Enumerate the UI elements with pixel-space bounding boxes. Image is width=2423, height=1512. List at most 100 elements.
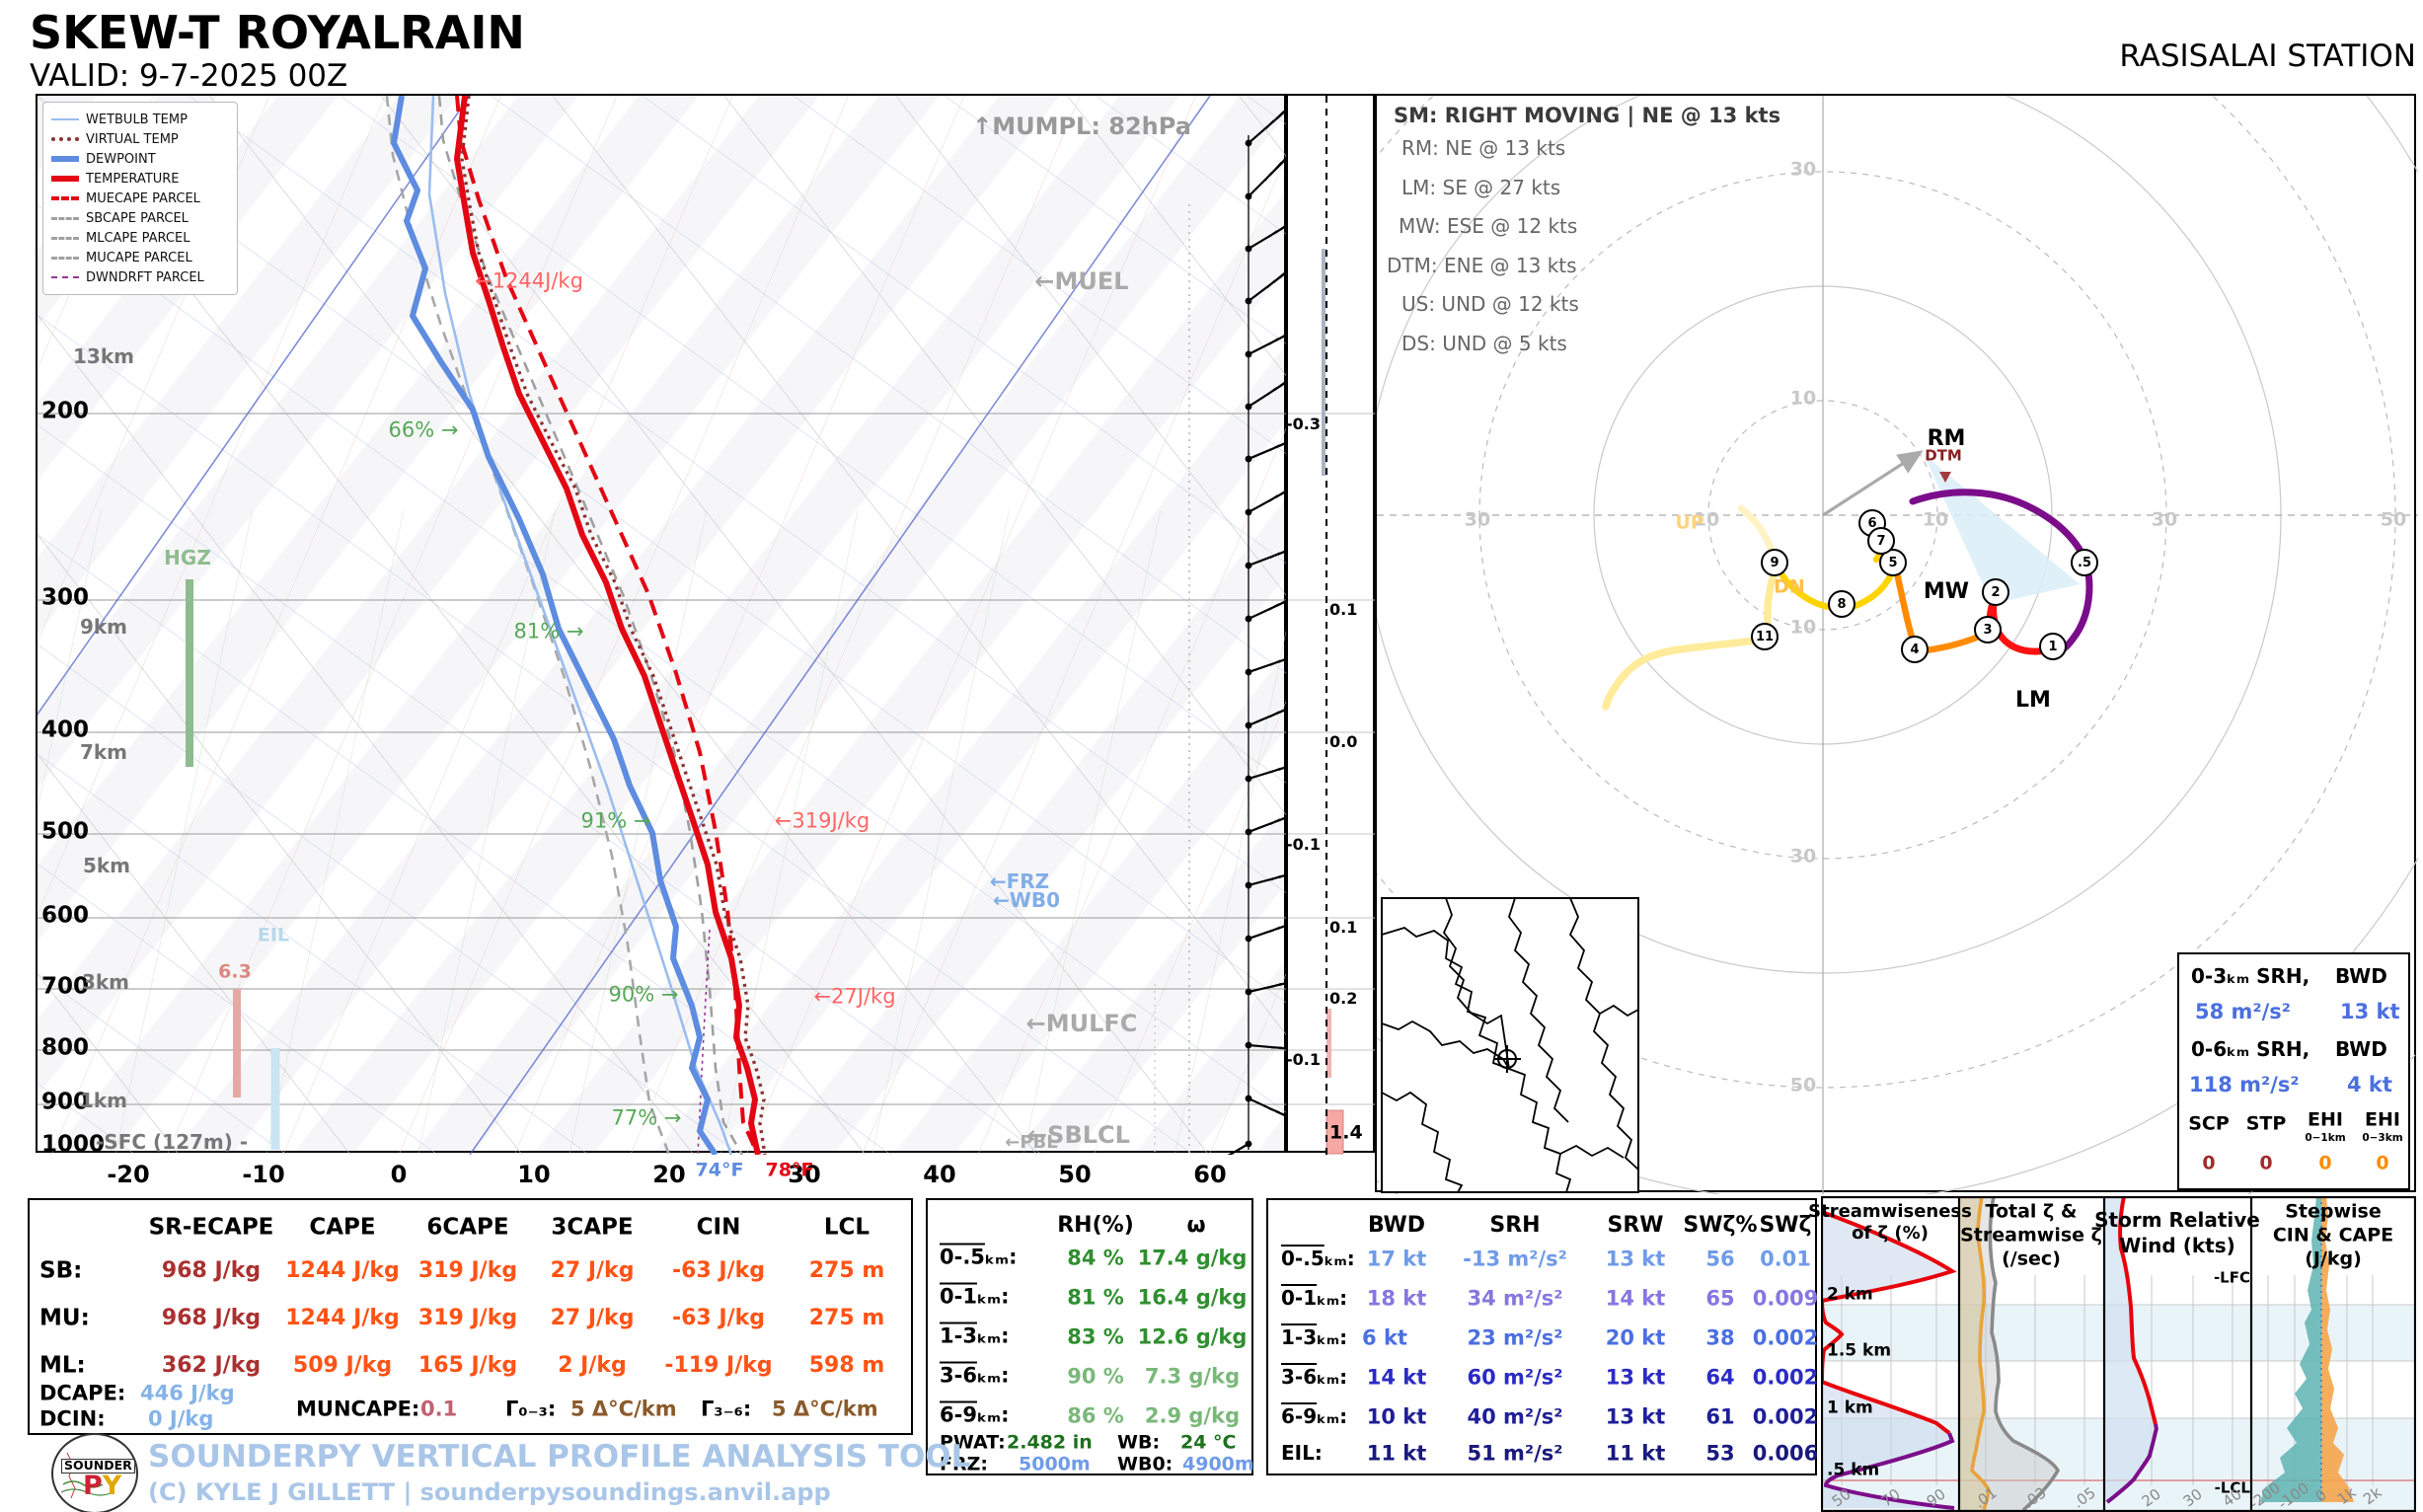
hodo-marker: 4 (1901, 636, 1929, 663)
layer-range: 6-9 (940, 1402, 977, 1427)
hgz-label: HGZ (164, 546, 211, 569)
hodo-marker-label: 9 (1770, 555, 1779, 570)
streamwiseness-fill (1822, 1212, 1954, 1508)
kin-swz: 0.002 (1752, 1325, 1819, 1350)
cape-annotation: ←319J/kg (774, 808, 871, 833)
legend-label: MUCAPE PARCEL (86, 250, 192, 265)
moist-adiabat-lines (38, 510, 1288, 1155)
footer-line2: (C) KYLE J GILLETT | sounderpysoundings.… (148, 1478, 831, 1506)
thermo-header: LCL (823, 1214, 871, 1241)
thermo-value: -119 J/kg (664, 1353, 773, 1378)
p2-title-line: Streamwise ζ (1960, 1224, 2102, 1247)
kin-srh: 60 m²/s² (1467, 1365, 1563, 1390)
cape-annotation: ←1244J/kg (475, 268, 583, 293)
moisture-row-label: 0-1ₖₘ: (940, 1284, 1010, 1309)
thermo-value: 598 m (808, 1353, 885, 1378)
w-value: 16.4 g/kg (1137, 1285, 1248, 1310)
hodo-marker-label: 8 (1837, 596, 1847, 612)
ehi3-value: 0 (2376, 1152, 2389, 1174)
temperature-swatch (51, 176, 79, 182)
streamwise-vorticity-curve (1970, 1196, 1991, 1511)
kin-srh: 51 m²/s² (1467, 1441, 1563, 1466)
moisture-row-label: 0-.5ₖₘ: (940, 1247, 1018, 1268)
thermo-value: 1244 J/kg (285, 1258, 400, 1283)
kin-bwd: 11 kt (1366, 1441, 1427, 1466)
logo-text-py: PY (83, 1473, 121, 1499)
minus20-isotherm (38, 96, 471, 717)
legend-label: TEMPERATURE (86, 171, 180, 187)
height-label: 3km (81, 970, 130, 994)
omega-value: -0.3 (1286, 415, 1321, 433)
layer-unit: ₖₘ: (976, 1284, 1010, 1309)
omega-value: -0.1 (1286, 835, 1321, 854)
dewpoint-curve (390, 96, 719, 1155)
km-label: .5 km (1827, 1460, 1880, 1480)
layer-unit: ₖₘ: (1317, 1325, 1348, 1349)
thermo-value: 27 J/kg (550, 1306, 635, 1330)
height-label: 5km (82, 854, 131, 877)
height-label: 7km (79, 740, 128, 764)
hodo-marker-label: 2 (1991, 584, 2001, 600)
rh-annotation: 91% → (580, 808, 651, 833)
hodo-marker-label: 6 (1867, 515, 1877, 531)
sm-row: US: UND @ 12 kts (1401, 292, 1579, 316)
frz-label: ←FRZ (989, 869, 1050, 893)
omega-value: -0.1 (1286, 1050, 1321, 1069)
hodo-marker: 3 (1974, 616, 2002, 643)
ring-label: 30 (1464, 508, 1491, 531)
layer-unit: ₖₘ: (1317, 1286, 1348, 1310)
hodo-marker-label: 5 (1888, 555, 1898, 570)
layer-range: 1-3 (940, 1323, 977, 1348)
layer-range: 0-.5 (1281, 1247, 1325, 1270)
eil-label: EIL (257, 924, 290, 946)
thermo-value: 319 J/kg (417, 1258, 518, 1283)
stp-header: STP (2245, 1112, 2287, 1135)
thermo-value: 275 m (808, 1306, 885, 1330)
pwat-label: PWAT: (940, 1431, 1006, 1454)
sbcape-mucape-parcel-curve (437, 96, 744, 1155)
ehi3-sub: 0−3km (2362, 1131, 2403, 1144)
valid-time: VALID: 9-7-2025 00Z (30, 58, 348, 94)
dcape-63-label: 6.3 (218, 960, 252, 983)
virtual-temp-curve (460, 96, 767, 1155)
temp-tick: 60 (1193, 1161, 1227, 1188)
kin-srh: 23 m²/s² (1467, 1325, 1563, 1350)
dcape-label: DCAPE: (39, 1381, 126, 1405)
layer-unit: ₖₘ: (976, 1363, 1010, 1388)
kin-srw: 20 kt (1605, 1325, 1666, 1350)
hodo-marker: .5 (2071, 549, 2098, 576)
bwd-value: 4 kt (2347, 1073, 2392, 1096)
bwd-value: 13 kt (2340, 1000, 2400, 1023)
kin-srh: 40 m²/s² (1467, 1404, 1563, 1429)
dn-label: DN (1774, 575, 1805, 598)
hodo-marker-label: .5 (2078, 555, 2091, 570)
muel-label: ←MUEL (1034, 267, 1129, 295)
hodo-marker-label: 3 (1983, 622, 1993, 638)
srh-value: 58 m²/s² (2195, 1000, 2291, 1023)
scp-value: 0 (2202, 1152, 2216, 1174)
srh-bwd-box: 0-3ₖₘ SRH, BWD 58 m²/s² 13 kt 0-6ₖₘ SRH,… (2177, 952, 2410, 1190)
kin-swz: 0.002 (1752, 1365, 1819, 1390)
ring-label: 30 (1789, 845, 1817, 868)
thermo-value: 968 J/kg (161, 1306, 262, 1330)
sm-row: DTM: ENE @ 13 kts (1387, 254, 1577, 277)
kin-srh: -13 m²/s² (1463, 1247, 1567, 1271)
legend-label: DEWPOINT (86, 151, 156, 167)
mucape-swatch (51, 256, 79, 260)
lapse-3-6-value: 5 Δ°C/km (772, 1397, 878, 1421)
pressure-gridlines (38, 413, 1288, 1105)
pressure-tick: 300 (41, 584, 90, 611)
footer-line1: SOUNDERPY VERTICAL PROFILE ANALYSIS TOOL (148, 1439, 971, 1474)
layer-unit: EIL: (1281, 1441, 1323, 1465)
scp-header: SCP (2188, 1112, 2230, 1135)
kin-swp: 65 (1705, 1286, 1735, 1311)
thermo-value: 968 J/kg (161, 1258, 262, 1283)
w-value: 7.3 g/kg (1144, 1364, 1241, 1389)
srh-value: 118 m²/s² (2189, 1073, 2300, 1096)
layer-unit: ₖₘ: (976, 1323, 1010, 1348)
pressure-tick: 600 (41, 902, 90, 929)
stepwise-cape-fill (2321, 1196, 2354, 1502)
muncape-label: MUNCAPE: (296, 1397, 420, 1421)
legend-label: DWNDRFT PARCEL (86, 269, 204, 285)
